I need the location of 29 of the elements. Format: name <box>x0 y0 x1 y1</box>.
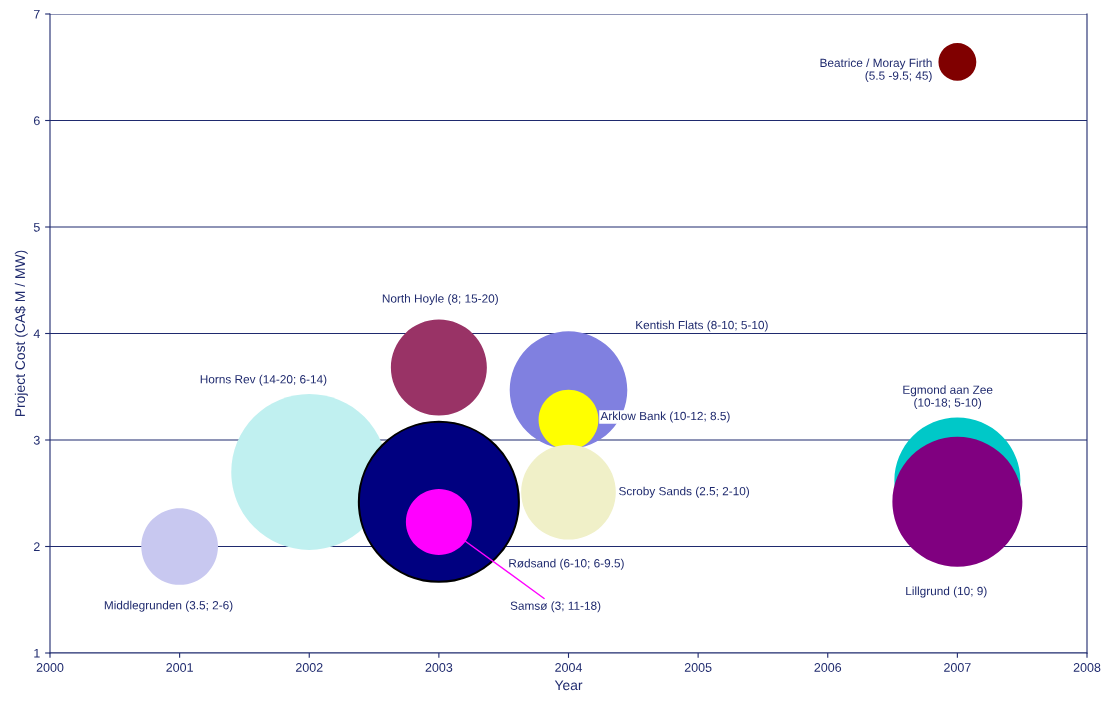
x-axis-title: Year <box>554 680 583 691</box>
x-tick-label: 2000 <box>36 663 64 672</box>
y-tick-label: 3 <box>33 435 40 445</box>
x-tick-label: 2008 <box>1073 663 1101 672</box>
text: Samsø (3; 11-18) <box>510 601 601 613</box>
y-tick-label: 2 <box>33 542 40 552</box>
series-label: Rødsand (6-10; 6-9.5) <box>509 558 624 570</box>
x-tick-label: 2005 <box>684 663 712 672</box>
series-label: Arklow Bank (10-12; 8.5) <box>600 411 730 423</box>
y-tick-label: 4 <box>33 329 40 339</box>
y-tick-label: 7 <box>33 9 40 19</box>
series-label: Middlegrunden (3.5; 2-6) <box>104 600 233 612</box>
x-tick-label: 2002 <box>295 663 323 672</box>
x-tick-label: 2006 <box>814 663 842 672</box>
series-label: Scroby Sands (2.5; 2-10) <box>619 486 750 498</box>
series-label: Beatrice / Moray Firth (5.5 -9.5; 45) <box>820 58 932 83</box>
x-tick-label: 2003 <box>425 663 453 672</box>
x-tick-label: 2007 <box>944 663 971 672</box>
x-tick-label: 2001 <box>166 663 193 672</box>
series-label: Horns Rev (14-20; 6-14) <box>200 374 327 386</box>
y-tick-label: 1 <box>34 648 40 658</box>
text: Lillgrund (10; 9) <box>906 586 987 598</box>
y-tick-label: 6 <box>33 116 40 126</box>
series-label: North Hoyle (8; 15-20) <box>382 294 498 306</box>
x-tick-label: 2004 <box>555 663 583 672</box>
series-label: Egmond aan Zee (10-18; 5-10) <box>903 385 993 409</box>
text: Kentish Flats (8-10; 5-10) <box>636 320 768 332</box>
y-axis-title: Project Cost (CA$ M / MW) <box>14 250 28 417</box>
y-tick-label: 5 <box>33 222 40 232</box>
